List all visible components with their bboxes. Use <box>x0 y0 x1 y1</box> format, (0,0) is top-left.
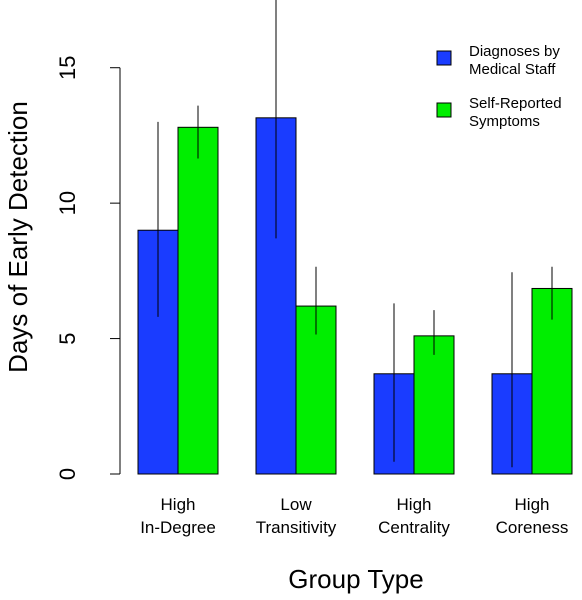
x-axis-title: Group Type <box>288 564 423 594</box>
x-tick-label-line: High <box>161 495 196 514</box>
x-tick-label-line: Low <box>280 495 312 514</box>
legend-swatch <box>436 102 452 118</box>
bar <box>413 335 455 475</box>
bars <box>137 117 573 475</box>
x-tick-label-line: High <box>515 495 550 514</box>
x-tick-label: Low Transitivity <box>256 495 337 537</box>
x-tick-label-line: Transitivity <box>256 518 337 537</box>
legend-swatch <box>436 50 452 66</box>
x-axis-category-labels: High In-Degree Low Transitivity High Centrali… <box>140 495 568 537</box>
x-tick-label: High Coreness <box>496 495 569 537</box>
y-tick-label: 15 <box>55 55 80 79</box>
x-tick-label: High In-Degree <box>140 495 216 537</box>
y-axis-title: Days of Early Detection <box>3 101 33 373</box>
legend-label: Self-Reported Symptoms <box>469 95 562 130</box>
bar <box>177 126 219 475</box>
legend: Diagnoses by Medical Staff Self-Reported Sy… <box>436 43 562 130</box>
x-tick-label-line: Centrality <box>378 518 450 537</box>
error-bars <box>157 0 553 468</box>
legend-label: Diagnoses by Medical Staff <box>469 43 560 78</box>
y-tick-label: 0 <box>55 468 80 480</box>
x-tick-label-line: In-Degree <box>140 518 216 537</box>
bar <box>255 117 297 475</box>
legend-label-line: Self-Reported <box>469 95 562 112</box>
legend-label-line: Diagnoses by <box>469 43 560 60</box>
y-axis: 0 5 10 15 <box>55 55 121 480</box>
x-tick-label: High Centrality <box>378 495 450 537</box>
y-tick-label: 10 <box>55 191 80 215</box>
legend-label-line: Medical Staff <box>469 61 556 78</box>
y-tick-label: 5 <box>55 332 80 344</box>
x-tick-label-line: Coreness <box>496 518 569 537</box>
x-tick-label-line: High <box>397 495 432 514</box>
legend-label-line: Symptoms <box>469 113 540 130</box>
